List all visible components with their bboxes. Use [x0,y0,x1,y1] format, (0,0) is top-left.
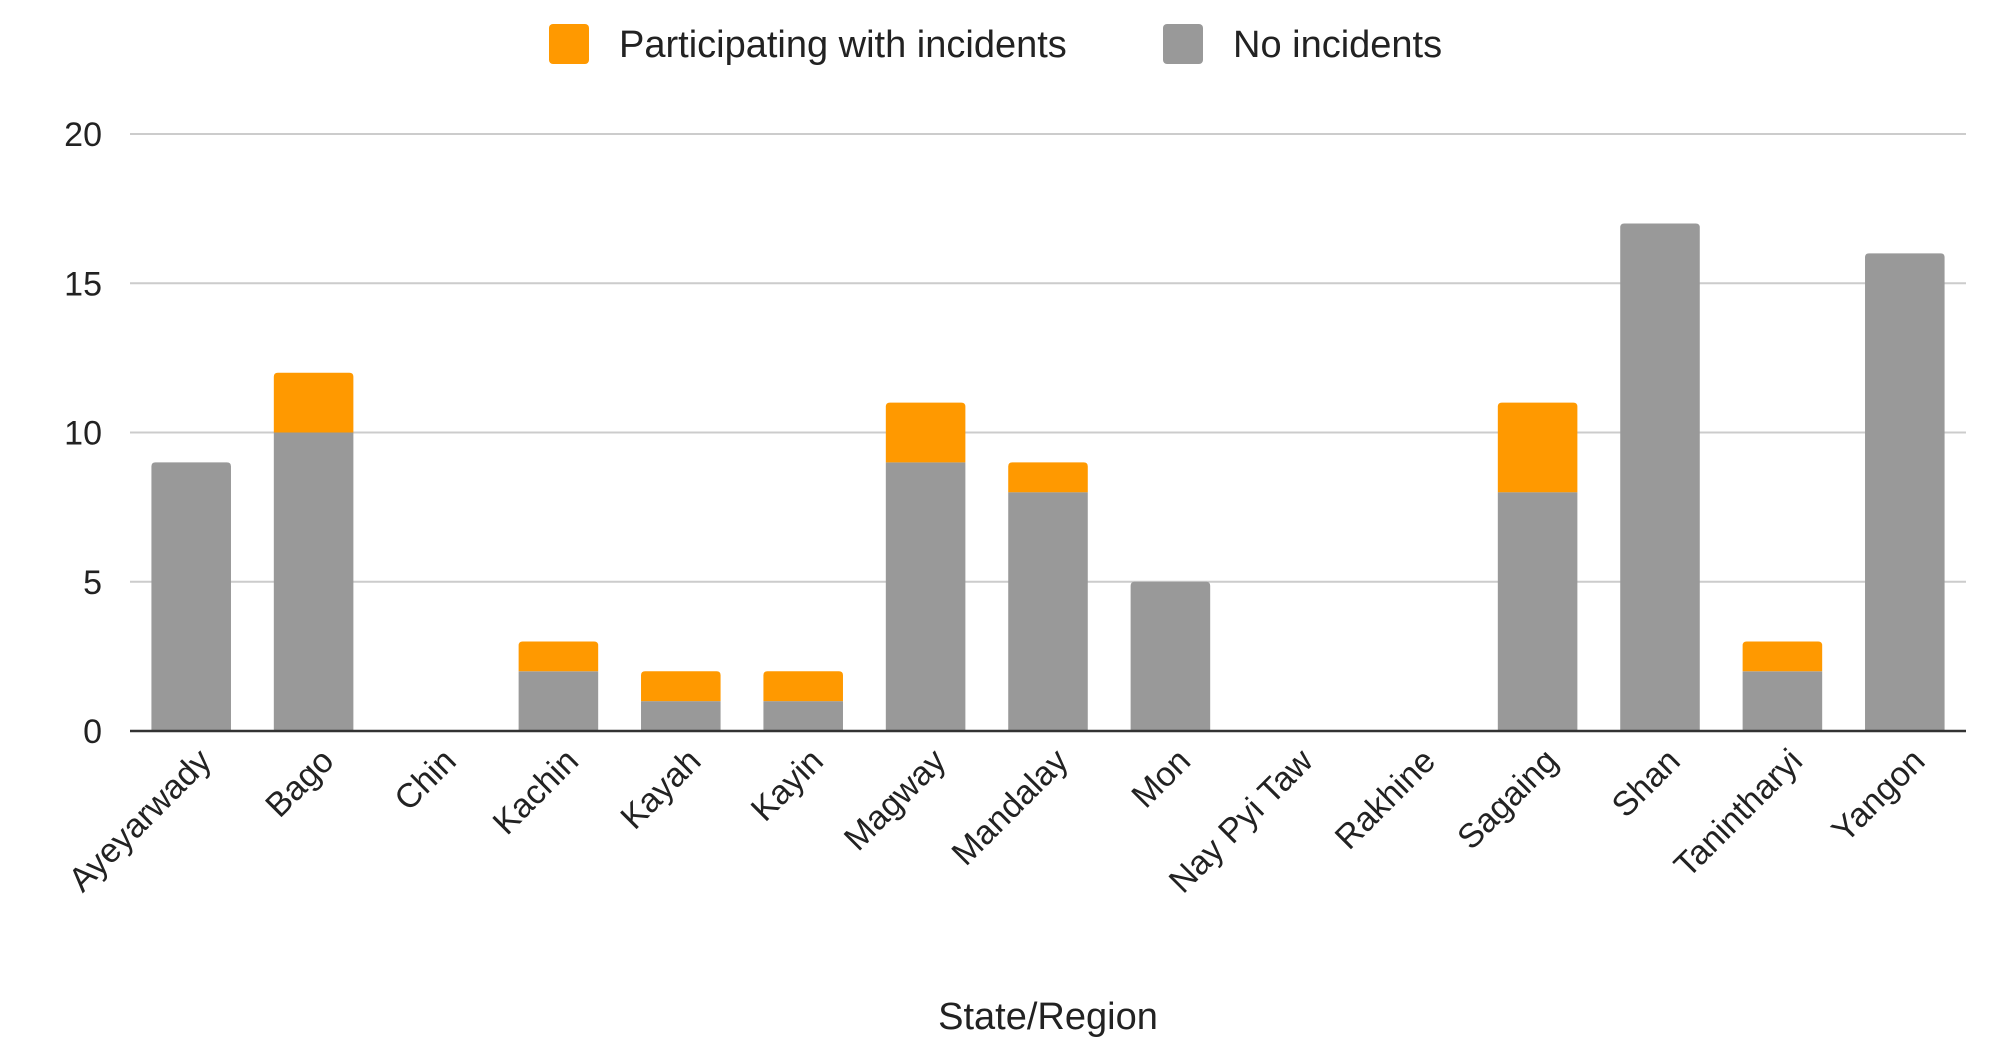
bar-no-incidents [1865,253,1945,731]
bar-participating-with-incidents [273,372,354,433]
bar-no-incidents [763,701,843,731]
x-tick-label: Mon [1124,742,1198,816]
x-tick-label: Rakhine [1328,742,1443,857]
bar-participating-with-incidents [1497,402,1578,493]
x-tick-label: Sagaing [1450,742,1565,857]
y-axis-tick-labels: 0 5 10 15 20 [64,116,102,751]
x-tick-label: Tanintharyi [1667,742,1810,885]
legend-swatch [549,24,589,64]
bar-participating-with-incidents [641,671,721,702]
x-tick-label: Mandalay [945,742,1076,873]
y-tick-label: 15 [64,265,102,303]
x-tick-label: Yangon [1824,742,1932,850]
x-tick-label: Magway [837,742,953,858]
bar-participating-with-incidents [885,402,966,463]
bar-no-incidents [1742,671,1823,731]
x-tick-label: Chin [387,742,463,818]
y-tick-label: 10 [64,415,102,453]
bar-no-incidents [641,701,721,731]
y-tick-label: 0 [83,713,102,751]
legend-label: Participating with incidents [619,24,1067,66]
bar-no-incidents [1130,581,1211,731]
x-tick-label: Ayeyarwady [61,742,218,899]
bar-participating-with-incidents [763,671,843,702]
bar-no-incidents [1620,223,1700,732]
x-tick-label: Kayin [744,742,831,829]
bar-no-incidents [1008,492,1088,731]
x-axis-title: State/Region [938,996,1158,1037]
bars [151,223,1945,732]
legend-swatch [1163,24,1203,64]
bar-participating-with-incidents [518,641,599,672]
x-tick-label: Kachin [486,742,586,842]
x-axis-tick-labels: Ayeyarwady Bago Chin Kachin Kayah Kayin Magway… [61,741,1932,900]
y-tick-label: 20 [64,116,102,154]
bar-no-incidents [518,671,599,731]
bar-participating-with-incidents [1008,462,1088,493]
x-tick-label: Kayah [613,742,708,837]
x-tick-label: Shan [1605,742,1688,825]
legend-label: No incidents [1233,24,1442,66]
bar-no-incidents [151,462,231,731]
bar-no-incidents [885,462,966,731]
bar-no-incidents [273,432,354,731]
y-tick-label: 5 [83,564,102,602]
legend: Participating with incidents No incidents [549,24,1442,66]
bar-no-incidents [1497,492,1578,731]
bar-participating-with-incidents [1742,641,1823,672]
x-tick-label: Bago [258,742,341,825]
